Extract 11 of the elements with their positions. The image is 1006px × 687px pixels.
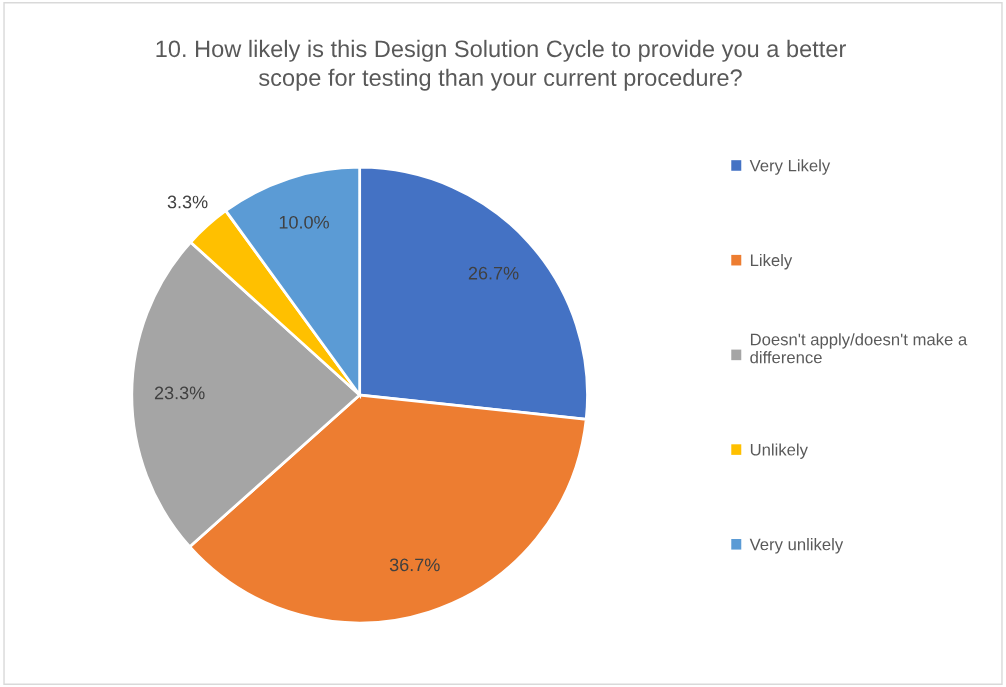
chart-title: 10. How likely is this Design Solution Cycle to provide you a better scope for testing than your current procedure? <box>156 39 846 91</box>
legend-label: Very Likely <box>749 159 831 175</box>
legend-label: Likely <box>750 253 793 270</box>
data-label: 3.3% <box>167 195 208 209</box>
legend-label: Unlikely <box>750 443 808 459</box>
legend-label: Doesn't apply/doesn't make a difference <box>750 333 968 364</box>
data-label: 23.3% <box>154 386 205 400</box>
data-label: 10.0% <box>279 215 329 229</box>
data-label: 36.7% <box>389 558 440 572</box>
legend-label: Very unlikely <box>749 538 844 554</box>
data-label: 26.7% <box>468 266 519 280</box>
